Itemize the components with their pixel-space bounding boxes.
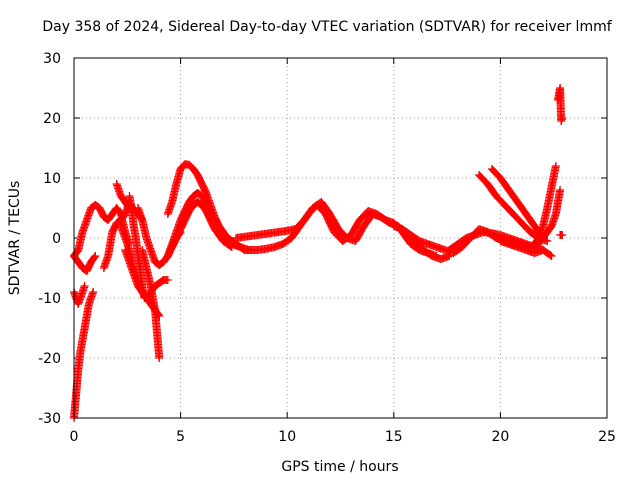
y-tick-label: -30: [38, 411, 61, 427]
data-point-marker: [80, 282, 89, 290]
y-tick-label: 10: [43, 171, 61, 187]
data-point-marker: [155, 354, 164, 362]
data-point-marker: [543, 237, 552, 245]
x-axis-label: GPS time / hours: [281, 459, 398, 475]
x-tick-label: 20: [491, 429, 509, 445]
data-point-marker: [558, 231, 567, 239]
data-markers: [70, 84, 567, 422]
data-point-marker: [89, 288, 98, 296]
data-point-marker: [91, 252, 100, 260]
data-point-marker: [140, 294, 149, 302]
y-tick-label: -10: [38, 291, 61, 307]
y-axis-label: SDTVAR / TECUs: [7, 181, 23, 296]
x-tick-label: 15: [385, 429, 403, 445]
data-point-marker: [90, 253, 99, 262]
x-tick-label: 10: [278, 429, 296, 445]
data-point-marker: [551, 162, 560, 170]
data-point-marker: [547, 252, 556, 260]
chart-title: Day 358 of 2024, Sidereal Day-to-day VTE…: [42, 19, 612, 35]
x-tick-label: 25: [598, 429, 616, 445]
axis-ticks: 0 5 10 15 20 25 -30 -20 -10 0 10 20 30: [38, 51, 616, 445]
data-point-marker: [556, 186, 565, 194]
x-tick-label: 5: [176, 429, 185, 445]
plot-frame: [73, 57, 608, 419]
data-point-marker: [546, 251, 555, 260]
y-tick-label: 30: [43, 51, 61, 67]
y-tick-label: -20: [38, 351, 61, 367]
data-point-marker: [163, 276, 172, 284]
y-tick-label: 20: [43, 111, 61, 127]
x-tick-label: 0: [70, 429, 79, 445]
y-tick-label: 0: [52, 231, 61, 247]
data-point-marker: [558, 114, 567, 122]
